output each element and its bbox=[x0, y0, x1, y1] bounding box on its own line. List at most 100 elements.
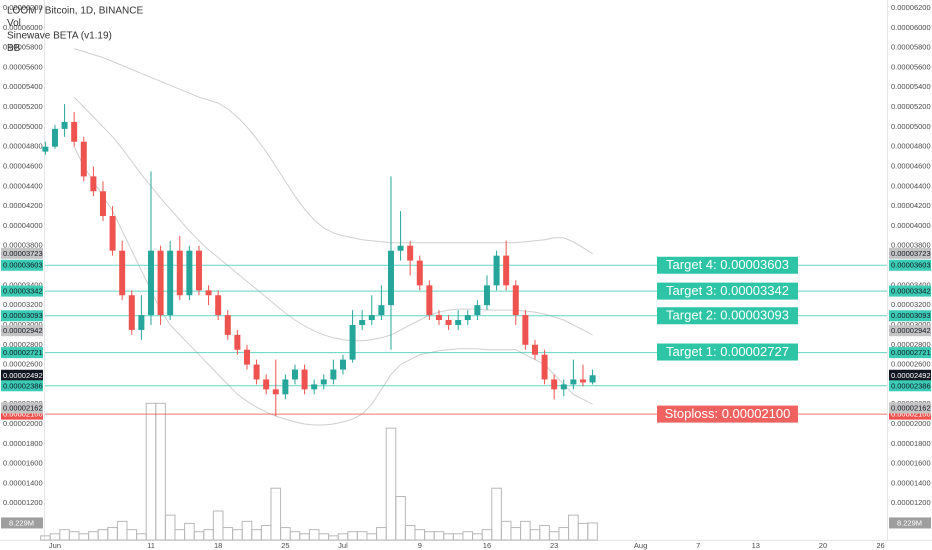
candle-body bbox=[109, 216, 116, 251]
y-tick-label: 0.00003200 bbox=[3, 300, 43, 309]
volume-bar bbox=[212, 510, 224, 541]
candle-body bbox=[493, 255, 500, 286]
price-badge-label: 0.00002162 bbox=[891, 403, 931, 412]
y-tick-label: 0.00001400 bbox=[3, 478, 43, 487]
y-tick-label: 0.00006000 bbox=[3, 23, 43, 32]
candle-body bbox=[445, 320, 452, 325]
volume-bar bbox=[385, 427, 397, 541]
candle-body bbox=[80, 141, 87, 177]
price-badge-label: 0.00002942 bbox=[3, 326, 43, 335]
x-tick-label: 18 bbox=[214, 541, 222, 550]
y-tick-label: 0.00004400 bbox=[3, 181, 43, 190]
candle-body bbox=[253, 364, 260, 380]
candle-body bbox=[589, 375, 596, 383]
y-tick-label: 0.00004000 bbox=[891, 221, 931, 230]
x-tick-label: 13 bbox=[752, 541, 760, 550]
y-tick-label: 0.00004200 bbox=[3, 201, 43, 210]
y-tick-label: 0.00002600 bbox=[891, 360, 931, 369]
price-badge bbox=[889, 408, 931, 420]
candle-body bbox=[215, 295, 222, 316]
candle-body bbox=[330, 369, 337, 380]
candle-body bbox=[157, 250, 164, 316]
band-line bbox=[73, 96, 593, 342]
annotation-box bbox=[657, 307, 798, 325]
candle-body bbox=[167, 250, 174, 316]
y-tick-label: 0.00002600 bbox=[3, 360, 43, 369]
candle-body bbox=[224, 315, 231, 335]
price-badge-label: 0.00002721 bbox=[891, 348, 931, 357]
price-badge bbox=[889, 310, 931, 322]
y-tick-label: 0.00005200 bbox=[891, 102, 931, 111]
candle-body bbox=[368, 315, 375, 321]
candle-body bbox=[147, 250, 154, 316]
candle-body bbox=[71, 121, 78, 142]
price-badge-label: 0.00002386 bbox=[891, 381, 931, 390]
candle-body bbox=[42, 146, 49, 152]
y-tick-label: 0.00005400 bbox=[891, 82, 931, 91]
price-badge-label: 0.00002942 bbox=[891, 326, 931, 335]
candle-body bbox=[551, 379, 558, 390]
volume-badge bbox=[889, 517, 931, 529]
y-tick-label: 0.00001800 bbox=[891, 439, 931, 448]
annotation-text: Target 3: 0.00003342 bbox=[666, 283, 789, 298]
price-badge-label: 0.00003093 bbox=[891, 311, 931, 320]
y-tick-label: 0.00003800 bbox=[3, 241, 43, 250]
y-tick-label: 0.00003000 bbox=[3, 320, 43, 329]
candle-body bbox=[455, 320, 462, 325]
volume-bar bbox=[491, 487, 502, 541]
candle-body bbox=[541, 354, 548, 380]
price-badge-label: 0.00002100 bbox=[891, 410, 931, 419]
candle-body bbox=[378, 305, 385, 316]
candle-body bbox=[339, 359, 346, 370]
x-tick-label: 11 bbox=[147, 541, 155, 550]
price-badge-label: 0.00002721 bbox=[3, 348, 43, 357]
price-badge bbox=[1, 369, 43, 381]
price-badge-label: 0.00003723 bbox=[891, 249, 931, 258]
price-badge bbox=[889, 247, 931, 259]
candle-body bbox=[138, 315, 145, 330]
x-tick-label: Jul bbox=[338, 541, 348, 550]
volume-badge-label: 8.229M bbox=[897, 518, 922, 527]
legend-entry: Vol bbox=[7, 18, 21, 29]
y-tick-label: 0.00004200 bbox=[891, 201, 931, 210]
x-tick-label: 25 bbox=[281, 541, 289, 550]
legend-entry: Sinewave BETA (v1.19) bbox=[7, 31, 112, 42]
candle-body bbox=[349, 324, 356, 360]
y-tick-label: 0.00004000 bbox=[3, 221, 43, 230]
x-tick-label: 26 bbox=[876, 541, 884, 550]
y-tick-label: 0.00002800 bbox=[3, 340, 43, 349]
price-badge-label: 0.00002100 bbox=[3, 410, 43, 419]
annotation-text: Target 4: 0.00003603 bbox=[666, 257, 789, 272]
candle-body bbox=[474, 305, 481, 316]
price-badge-label: 0.00003342 bbox=[3, 287, 43, 296]
price-badge-label: 0.00002492 bbox=[3, 371, 43, 380]
y-tick-label: 0.00003400 bbox=[891, 280, 931, 289]
candle-body bbox=[99, 191, 106, 217]
y-tick-label: 0.00004600 bbox=[3, 161, 43, 170]
price-badge bbox=[1, 310, 43, 322]
y-tick-label: 0.00002000 bbox=[3, 419, 43, 428]
price-badge bbox=[889, 285, 931, 297]
candle-body bbox=[416, 260, 423, 286]
annotation-text: Target 2: 0.00003093 bbox=[666, 308, 789, 323]
y-tick-label: 0.00004400 bbox=[891, 181, 931, 190]
y-tick-label: 0.00005600 bbox=[891, 62, 931, 71]
x-tick-label: 16 bbox=[483, 541, 491, 550]
candle-body bbox=[426, 285, 433, 316]
volume-bar bbox=[587, 522, 598, 541]
price-badge bbox=[889, 325, 931, 337]
candle-body bbox=[61, 121, 68, 129]
candle-body bbox=[464, 315, 471, 321]
y-tick-label: 0.00005400 bbox=[3, 82, 43, 91]
price-badge bbox=[1, 347, 43, 359]
candle-body bbox=[435, 315, 442, 321]
price-badge-label: 0.00003342 bbox=[891, 287, 931, 296]
price-badge bbox=[889, 402, 931, 414]
candle-body bbox=[560, 384, 567, 390]
x-tick-label: 23 bbox=[550, 541, 558, 550]
legend-entry: BB bbox=[7, 43, 21, 54]
x-tick-label: 20 bbox=[819, 541, 827, 550]
y-tick-label: 0.00001200 bbox=[891, 498, 931, 507]
y-tick-label: 0.00006000 bbox=[891, 23, 931, 32]
